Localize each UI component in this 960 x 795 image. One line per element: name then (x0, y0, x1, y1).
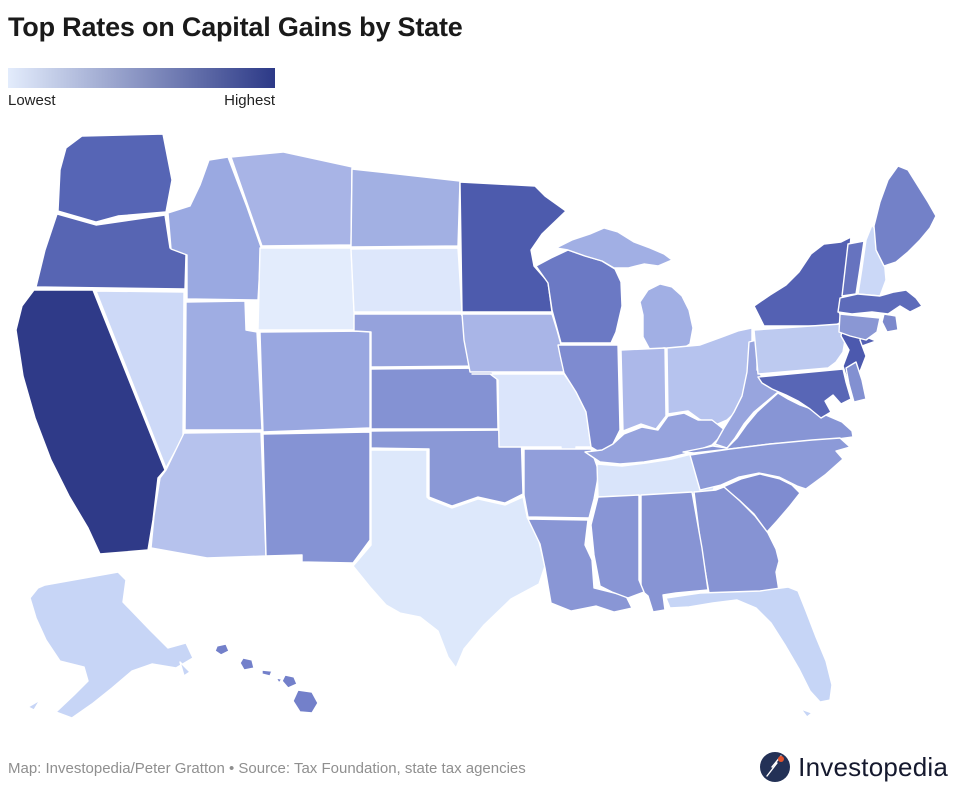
state-alabama (640, 491, 709, 613)
state-oregon (35, 213, 187, 290)
state-colorado (259, 330, 371, 433)
page-title: Top Rates on Capital Gains by State (8, 12, 463, 42)
state-michigan-upper-peninsula (555, 227, 673, 269)
state-minnesota (459, 181, 567, 313)
legend-lowest-label: Lowest (8, 92, 56, 109)
state-delaware (845, 361, 867, 403)
state-pennsylvania (753, 323, 847, 375)
state-alaska (29, 571, 194, 719)
state-florida-keys (800, 708, 813, 718)
investopedia-logo-icon (760, 752, 791, 782)
state-louisiana (526, 516, 633, 613)
state-michigan-lower-peninsula (639, 283, 694, 351)
state-massachusetts (837, 289, 923, 315)
logo-circle (760, 752, 791, 782)
state-iowa (461, 313, 565, 373)
state-indiana (620, 347, 667, 432)
state-alaska-aleutian-island (27, 699, 41, 711)
state-florida (665, 586, 833, 703)
state-alaska-southeast-islands (179, 661, 191, 677)
investopedia-logo: Investopedia (758, 750, 948, 784)
state-hawaii-kauai (214, 643, 230, 656)
state-arkansas (523, 448, 600, 519)
state-washington (57, 133, 173, 223)
legend-labels: Lowest Highest (8, 92, 275, 109)
state-oklahoma (370, 429, 524, 507)
legend-gradient (8, 68, 275, 88)
footer: Map: Investopedia/Peter Gratton • Source… (0, 748, 960, 790)
state-new-york (753, 236, 852, 327)
state-idaho (167, 156, 262, 301)
logo-orange-dot (778, 756, 785, 762)
state-illinois (557, 344, 621, 454)
state-north-carolina (689, 437, 851, 491)
legend-highest-label: Highest (224, 92, 275, 109)
state-hawaii-big-island (292, 689, 319, 714)
investopedia-wordmark: Investopedia (798, 751, 948, 782)
state-maine (873, 165, 937, 267)
state-north-dakota (350, 168, 461, 248)
state-south-dakota (350, 247, 463, 313)
state-rhode-island (881, 313, 899, 333)
state-texas (352, 449, 546, 669)
state-mississippi (590, 494, 645, 599)
state-kansas (370, 367, 499, 430)
state-wyoming (257, 247, 356, 331)
state-hawaii-molokai (261, 669, 273, 677)
state-new-mexico (262, 431, 371, 564)
state-hawaii-maui (281, 674, 298, 689)
state-california (15, 289, 166, 555)
state-utah (184, 300, 263, 431)
state-maryland (757, 368, 852, 419)
state-hawaii-lanai (275, 677, 283, 684)
source-credit: Map: Investopedia/Peter Gratton • Source… (8, 760, 526, 777)
state-hawaii-oahu (239, 657, 255, 671)
state-connecticut (838, 313, 881, 341)
state-arizona (150, 431, 267, 559)
